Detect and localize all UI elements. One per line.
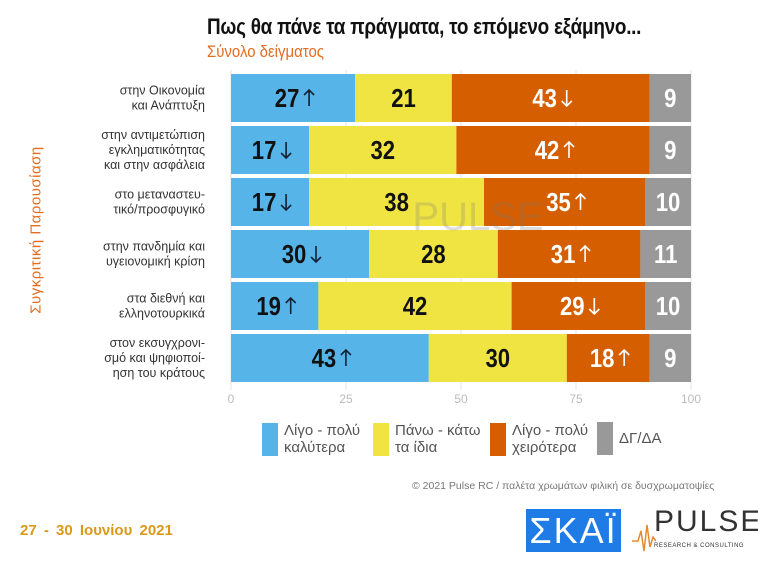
data-label: 10 xyxy=(656,292,681,321)
bar-segment xyxy=(451,74,650,122)
arrow-up-icon xyxy=(618,348,630,366)
bar-segment xyxy=(309,126,457,174)
bar-segment xyxy=(649,74,691,122)
bar-segment xyxy=(566,334,650,382)
data-label: 42 xyxy=(403,292,428,321)
legend-swatch xyxy=(597,422,613,455)
bar-segment xyxy=(318,282,512,330)
bar-segment xyxy=(645,282,691,330)
legend-item-same: Πάνω - κάτω τα ίδια xyxy=(373,422,480,456)
bar-segment xyxy=(369,230,498,278)
data-label: 42 xyxy=(535,136,560,165)
data-label: 17 xyxy=(252,188,277,217)
data-label: 19 xyxy=(256,292,281,321)
bar-chart: 0 25 50 75 100 στην Οικονομία και Ανάπτυξη 27 21… xyxy=(101,70,701,406)
legend-swatch xyxy=(373,422,389,456)
data-label: 32 xyxy=(371,136,396,165)
arrow-down-icon xyxy=(280,194,292,212)
legend-label: Λίγο - πολύ καλύτερα xyxy=(284,422,361,456)
legend-swatch xyxy=(262,422,278,456)
legend-label: Πάνω - κάτω τα ίδια xyxy=(395,422,481,456)
copyright-note: © 2021 Pulse RC / παλέτα χρωμάτων φιλική… xyxy=(412,480,715,492)
data-label: 30 xyxy=(486,344,511,373)
data-label: 27 xyxy=(275,84,300,113)
data-label: 9 xyxy=(664,136,676,165)
data-label: 21 xyxy=(391,84,416,113)
x-tick-label: 50 xyxy=(454,392,468,406)
chart-title: Πως θα πάνε τα πράγματα, το επόμενο εξάμ… xyxy=(207,14,642,39)
data-label: 18 xyxy=(590,344,615,373)
arrow-down-icon xyxy=(310,246,322,264)
data-label: 38 xyxy=(384,188,409,217)
legend-item-worse: Λίγο - πολύ χειρότερα xyxy=(490,422,588,456)
data-label: 9 xyxy=(664,84,676,113)
category-label: στα διεθνή και ελληνοτουρκικά xyxy=(119,292,205,321)
pulse-watermark: PULSE xyxy=(412,195,543,239)
category-label: στην πανδημία και υγειονομική κρίση xyxy=(103,240,205,269)
arrow-up-icon xyxy=(303,88,315,106)
bar-segment xyxy=(640,230,691,278)
bar-segment xyxy=(649,334,691,382)
bar-segment xyxy=(231,230,369,278)
category-label: στο μεταναστευ-τικό/προσφυγικό xyxy=(113,188,205,217)
arrow-down-icon xyxy=(280,142,292,160)
bar-segment xyxy=(484,178,645,226)
legend-label: ΔΓ/ΔΑ xyxy=(619,430,662,447)
x-tick-label: 75 xyxy=(569,392,583,406)
chart-subtitle: Σύνολο δείγματος xyxy=(207,42,324,61)
legend-swatch xyxy=(490,422,506,456)
skai-logo: ΣΚΑΪ xyxy=(526,509,621,552)
bar-segment xyxy=(231,334,429,382)
bar-segment xyxy=(497,230,641,278)
arrow-up-icon xyxy=(285,296,297,314)
category-label: στην Οικονομία και Ανάπτυξη xyxy=(120,84,205,113)
data-label: 35 xyxy=(546,188,571,217)
pulse-logo-subtext: RESEARCH & CONSULTING xyxy=(654,543,745,549)
data-label: 11 xyxy=(654,240,677,269)
data-label: 30 xyxy=(282,240,307,269)
pulse-logo: PULSE RESEARCH & CONSULTING xyxy=(632,505,758,555)
bar-segment xyxy=(231,74,356,122)
bar-segment xyxy=(231,282,319,330)
arrow-up-icon xyxy=(574,192,587,210)
data-label: 43 xyxy=(312,344,337,373)
legend-label: Λίγο - πολύ χειρότερα xyxy=(512,422,589,456)
category-label: στον εκσυγχρονι-σμό και ψηφιοποί-ηση του… xyxy=(104,336,205,380)
arrow-up-icon xyxy=(563,140,575,158)
data-label: 29 xyxy=(560,292,585,321)
x-tick-label: 0 xyxy=(228,392,235,406)
bar-segment xyxy=(309,178,484,226)
bar-segment xyxy=(456,126,650,174)
bar-segment xyxy=(231,126,310,174)
category-label: στην αντιμετώπιση εγκληματικότητας και στη… xyxy=(101,128,205,172)
arrow-up-icon xyxy=(579,244,591,262)
bar-segment xyxy=(645,178,691,226)
bar-segment xyxy=(511,282,645,330)
bar-segment xyxy=(428,334,567,382)
arrow-down-icon xyxy=(588,298,600,316)
data-label: 17 xyxy=(252,136,277,165)
bar-segment xyxy=(649,126,691,174)
pulse-logo-text: PULSE xyxy=(654,505,758,538)
bar-segment xyxy=(231,178,310,226)
x-tick-label: 25 xyxy=(339,392,353,406)
survey-date: 27 - 30 Ιουνίου 2021 xyxy=(20,522,173,539)
legend-item-dk: ΔΓ/ΔΑ xyxy=(597,422,661,455)
legend-item-better: Λίγο - πολύ καλύτερα xyxy=(262,422,360,456)
data-label: 9 xyxy=(664,344,676,373)
data-label: 10 xyxy=(656,188,681,217)
data-label: 43 xyxy=(532,84,557,113)
arrow-down-icon xyxy=(561,90,573,108)
bar-segment xyxy=(355,74,452,122)
data-label: 28 xyxy=(421,240,446,269)
pulse-wave-icon xyxy=(632,524,656,552)
data-label: 31 xyxy=(551,240,576,269)
x-tick-label: 100 xyxy=(681,392,701,406)
arrow-up-icon xyxy=(340,348,352,366)
